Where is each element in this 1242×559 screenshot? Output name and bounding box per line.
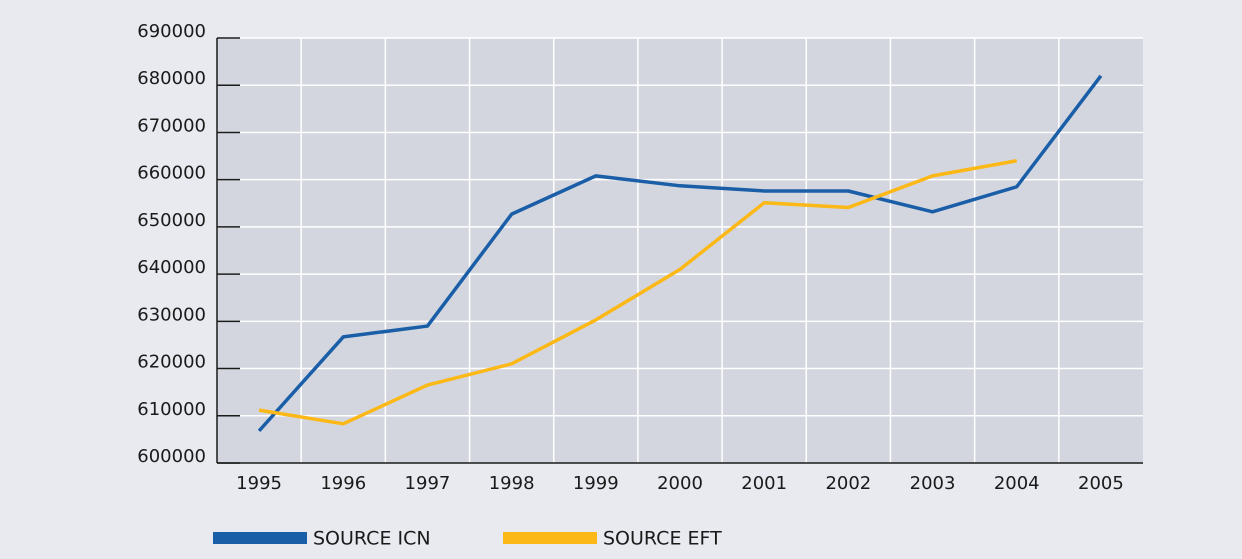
x-tick-label: 1995 (236, 473, 282, 494)
y-tick-label: 610000 (137, 399, 206, 420)
y-tick-label: 680000 (137, 68, 206, 89)
x-tick-label: 2003 (910, 473, 956, 494)
x-tick-label: 2005 (1078, 473, 1124, 494)
x-tick-label: 2004 (994, 473, 1040, 494)
legend-swatch (503, 532, 597, 544)
y-tick-label: 630000 (137, 304, 206, 325)
x-tick-label: 1999 (573, 473, 619, 494)
x-tick-label: 1997 (405, 473, 451, 494)
plot-area (217, 38, 1143, 463)
x-tick-label: 2001 (741, 473, 787, 494)
legend-swatch (213, 532, 307, 544)
y-tick-label: 690000 (137, 21, 206, 42)
x-tick-label: 2002 (825, 473, 871, 494)
legend-label: SOURCE EFT (603, 528, 722, 550)
y-tick-label: 600000 (137, 446, 206, 467)
y-tick-label: 640000 (137, 257, 206, 278)
y-tick-label: 620000 (137, 352, 206, 373)
series-line (258, 159, 1018, 426)
legend: SOURCE ICN SOURCE EFT (213, 528, 722, 550)
y-tick-label: 670000 (137, 115, 206, 136)
legend-label: SOURCE ICN (313, 528, 431, 550)
x-tick-label: 1998 (489, 473, 535, 494)
y-tick-label: 650000 (137, 210, 206, 231)
labels: 600000 610000 620000 630000 640000 650000 6600… (137, 21, 1124, 494)
grid (217, 37, 1143, 463)
y-tick-label: 660000 (137, 163, 206, 184)
series-line (257, 74, 1103, 433)
x-tick-label: 2000 (657, 473, 703, 494)
x-tick-label: 1996 (320, 473, 366, 494)
lines (257, 74, 1103, 433)
